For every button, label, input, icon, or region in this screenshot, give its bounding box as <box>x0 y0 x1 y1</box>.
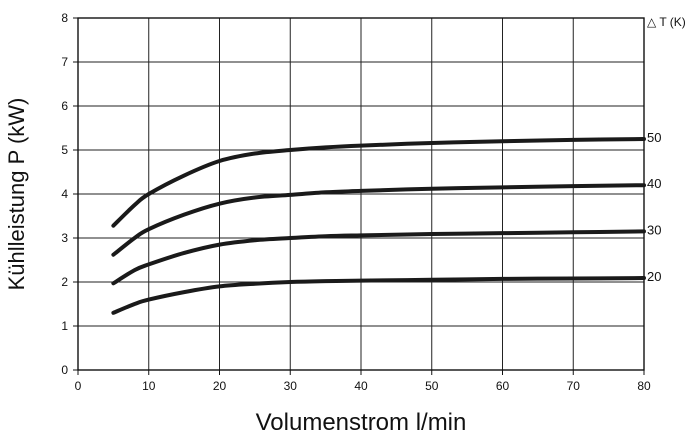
y-tick-label: 6 <box>61 99 68 113</box>
y-axis-title: Kühlleistung P (kW) <box>4 98 29 291</box>
x-tick-label: 70 <box>567 379 581 393</box>
x-tick-label: 60 <box>496 379 510 393</box>
x-tick-label: 50 <box>425 379 439 393</box>
x-tick-label: 20 <box>213 379 227 393</box>
x-tick-label: 40 <box>354 379 368 393</box>
y-tick-label: 8 <box>61 11 68 25</box>
y-tick-label: 7 <box>61 55 68 69</box>
y-tick-label: 0 <box>61 363 68 377</box>
series-label-50: 50 <box>647 130 661 145</box>
x-axis-title: Volumenstrom l/min <box>256 409 467 436</box>
series-lines <box>111 137 646 315</box>
series-label-30: 30 <box>647 222 661 237</box>
series-line-30 <box>111 229 646 286</box>
grid <box>77 17 645 371</box>
x-tick-label: 30 <box>284 379 298 393</box>
series-label-40: 40 <box>647 176 661 191</box>
x-tick-label: 80 <box>637 379 651 393</box>
x-tick-label: 10 <box>142 379 156 393</box>
legend-title: △ T (K) <box>647 15 686 29</box>
series-line-20 <box>111 276 646 315</box>
x-tick-label: 0 <box>75 379 82 393</box>
series-labels: 50 40 30 20 <box>647 130 661 284</box>
y-tick-label: 2 <box>61 275 68 289</box>
y-tick-label: 5 <box>61 143 68 157</box>
y-axis-ticks: 0 1 2 3 4 5 6 7 8 <box>61 11 78 377</box>
series-line-40 <box>111 183 646 257</box>
x-axis-ticks: 0 10 20 30 40 50 60 70 80 <box>75 370 651 393</box>
y-tick-label: 3 <box>61 231 68 245</box>
y-tick-label: 1 <box>61 319 68 333</box>
series-line-50 <box>111 137 646 228</box>
y-tick-label: 4 <box>61 187 68 201</box>
series-label-20: 20 <box>647 269 661 284</box>
